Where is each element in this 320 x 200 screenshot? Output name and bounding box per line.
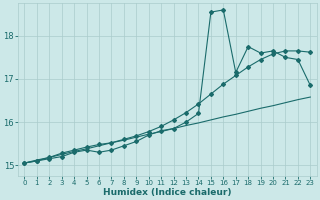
X-axis label: Humidex (Indice chaleur): Humidex (Indice chaleur) — [103, 188, 232, 197]
